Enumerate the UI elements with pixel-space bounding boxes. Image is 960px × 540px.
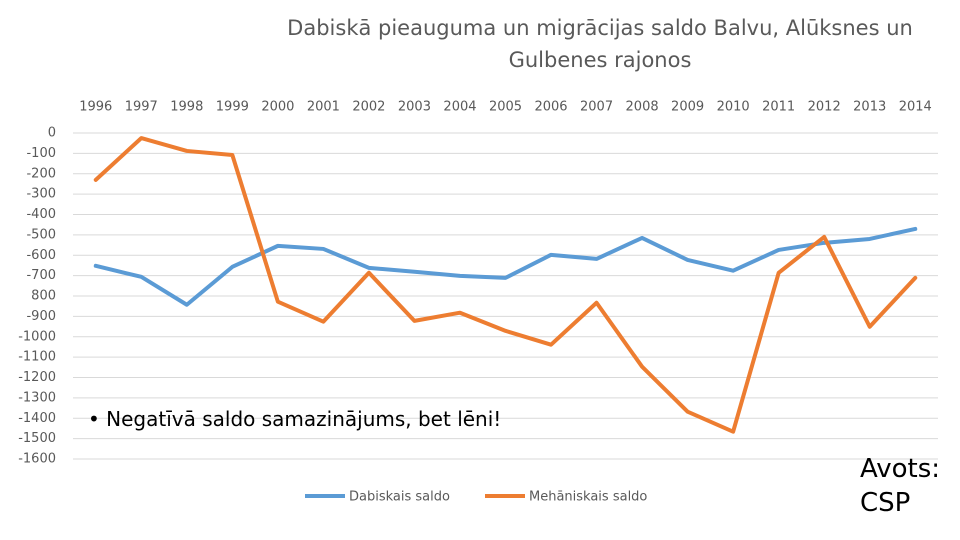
x-tick-label: 2006: [534, 100, 567, 115]
x-tick-label: 2011: [762, 100, 795, 115]
legend-label: Mehāniskais saldo: [529, 490, 647, 505]
y-tick-label: -500: [26, 227, 56, 242]
x-tick-label: 2009: [671, 100, 704, 115]
x-tick-label: 2005: [489, 100, 522, 115]
legend-label: Dabiskais saldo: [349, 490, 450, 505]
x-tick-label: 2014: [899, 100, 932, 115]
y-tick-label: -200: [26, 166, 56, 181]
y-tick-label: -1000: [18, 329, 56, 344]
y-tick-label: -700: [26, 268, 56, 283]
x-tick-label: 1996: [79, 100, 112, 115]
y-tick-label: -1200: [18, 370, 56, 385]
y-tick-label: -1600: [18, 452, 56, 467]
series-line: [93, 226, 918, 307]
y-tick-label: -900: [26, 309, 56, 324]
source: Avots: CSP: [860, 454, 941, 518]
x-tick-label: 1997: [125, 100, 158, 115]
x-tick-label: 2003: [398, 100, 431, 115]
x-tick-label: 2008: [626, 100, 659, 115]
x-tick-label: 2000: [261, 100, 294, 115]
x-tick-label: 2002: [352, 100, 385, 115]
x-tick-label: 2001: [307, 100, 340, 115]
x-tick-label: 2004: [443, 100, 476, 115]
x-tick-label: 1999: [216, 100, 249, 115]
y-tick-label: 800: [31, 289, 56, 304]
y-tick-label: -1100: [18, 350, 56, 365]
x-tick-label: 1998: [170, 100, 203, 115]
y-tick-label: 0: [48, 126, 56, 141]
y-tick-label: -600: [26, 248, 56, 263]
x-tick-label: 2010: [717, 100, 750, 115]
y-tick-label: -300: [26, 187, 56, 202]
x-tick-label: 2013: [853, 100, 886, 115]
chart-title: Dabiskā pieauguma un migrācijas saldo Ba…: [287, 16, 913, 72]
annotation: • Negatīvā saldo samazinājums, bet lēni!: [88, 407, 502, 431]
y-tick-label: -1500: [18, 431, 56, 446]
y-tick-label: -1300: [18, 390, 56, 405]
x-tick-label: 2012: [808, 100, 841, 115]
x-tick-label: 2007: [580, 100, 613, 115]
y-tick-label: -400: [26, 207, 56, 222]
y-tick-label: -100: [26, 146, 56, 161]
series-line: [93, 136, 918, 434]
y-tick-label: -1400: [18, 411, 56, 426]
